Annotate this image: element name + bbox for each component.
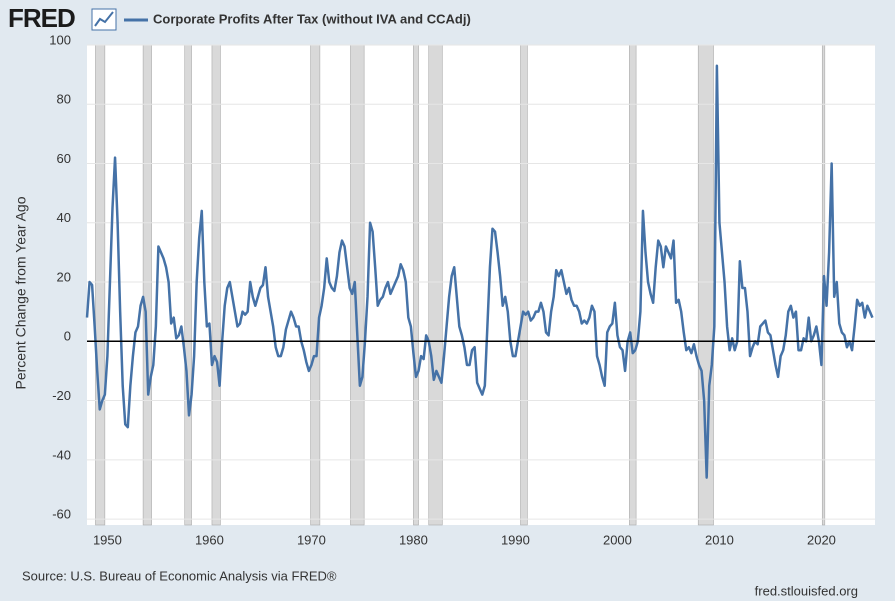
x-tick-label: 1990 — [501, 532, 530, 547]
url: fred.stlouisfed.org — [755, 583, 858, 598]
series-line — [85, 64, 874, 479]
x-tick-label: 1960 — [195, 532, 224, 547]
source: Source: U.S. Bureau of Economic Analysis… — [22, 568, 337, 583]
recession-band — [428, 44, 443, 526]
recession-band — [310, 44, 321, 526]
logo-icon — [91, 8, 117, 31]
recession-band — [520, 44, 528, 526]
recession-band — [629, 44, 637, 526]
x-tick-label: 2020 — [807, 532, 836, 547]
y-tick-label: 60 — [57, 151, 71, 166]
y-tick-label: -40 — [52, 447, 71, 462]
y-tick-label: -20 — [52, 388, 71, 403]
recession-band — [413, 44, 419, 526]
recession-band — [350, 44, 365, 526]
y-tick-label: 0 — [64, 329, 71, 344]
y-tick-label: 80 — [57, 92, 71, 107]
x-tick-label: 2010 — [705, 532, 734, 547]
logo: FRED — [8, 3, 75, 33]
x-tick-label: 1980 — [399, 532, 428, 547]
y-tick-label: 20 — [57, 269, 71, 284]
recession-band — [184, 44, 192, 526]
y-tick-label: 40 — [57, 210, 71, 225]
x-tick-label: 2000 — [603, 532, 632, 547]
y-tick-label: 100 — [49, 32, 71, 47]
x-tick-label: 1970 — [297, 532, 326, 547]
x-tick-label: 1950 — [93, 532, 122, 547]
recession-band — [211, 44, 221, 526]
legend-label: Corporate Profits After Tax (without IVA… — [153, 11, 471, 26]
y-tick-label: -60 — [52, 507, 71, 522]
recession-band — [95, 44, 106, 526]
recession-band — [142, 44, 152, 526]
y-axis-label: Percent Change from Year Ago — [13, 196, 29, 389]
